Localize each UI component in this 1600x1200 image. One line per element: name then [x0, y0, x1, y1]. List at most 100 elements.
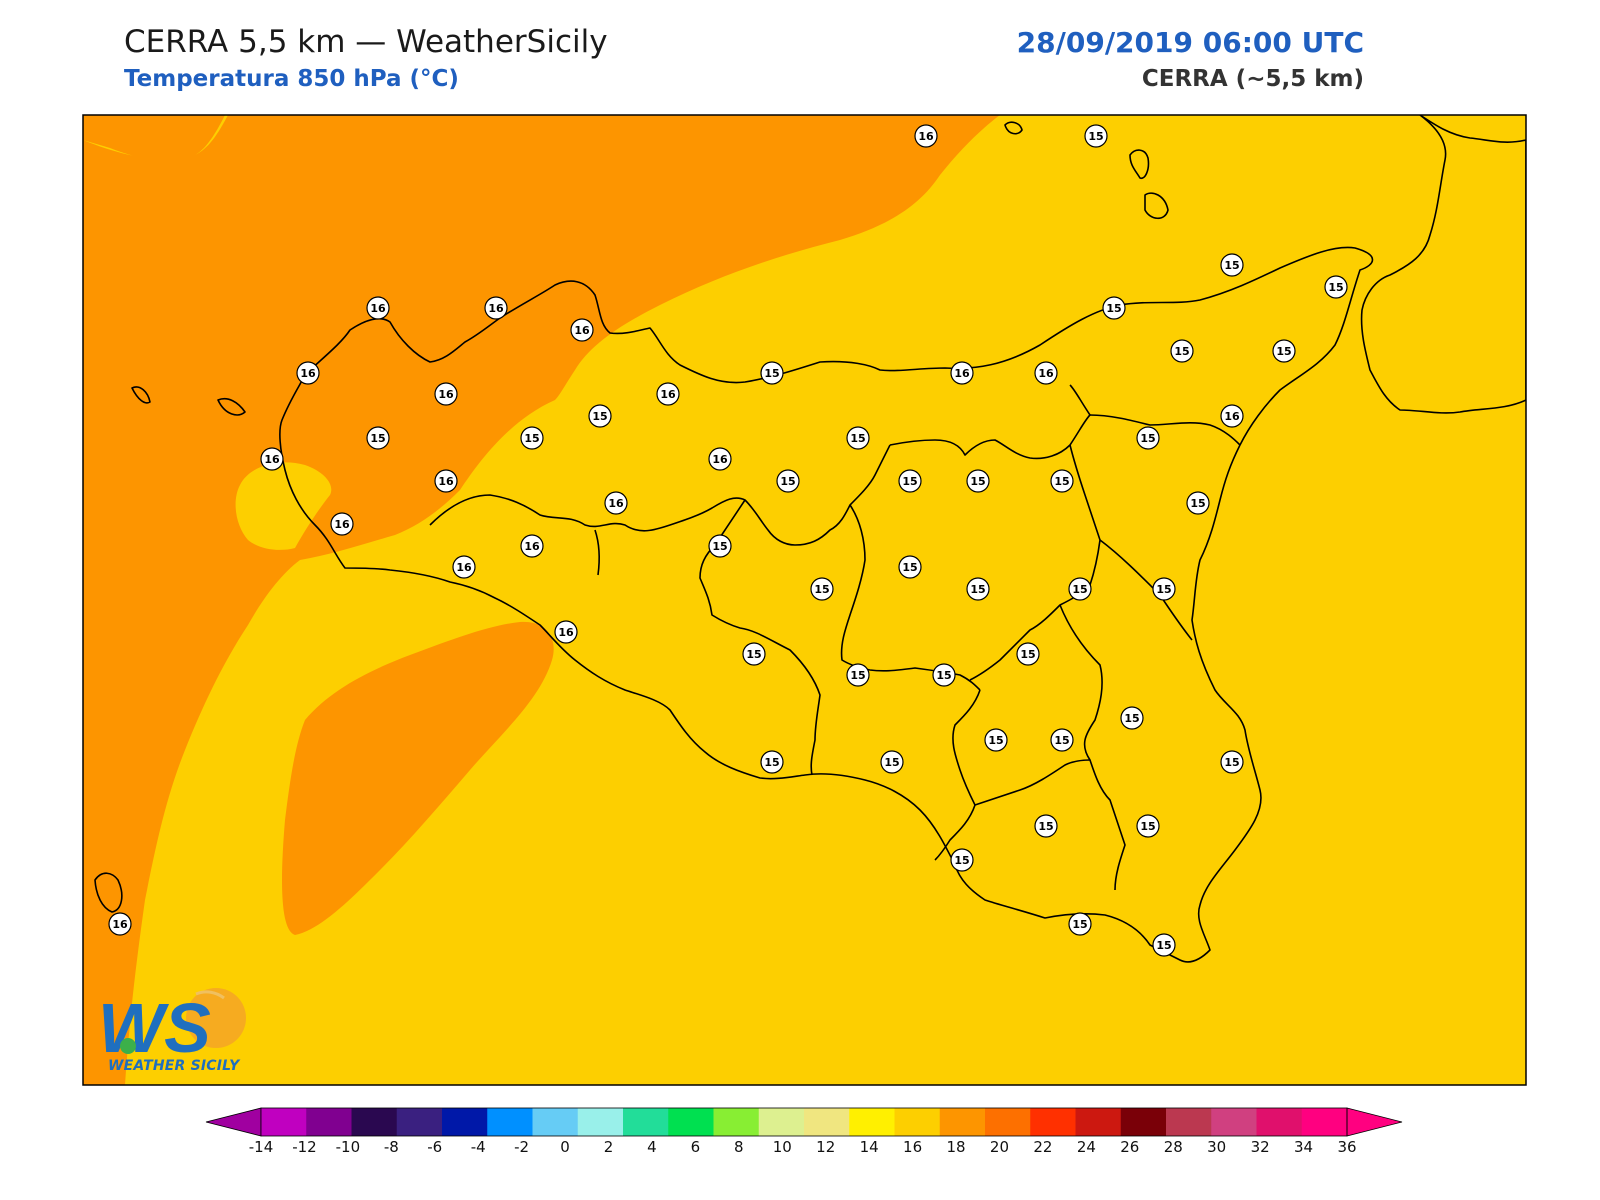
station-label: 15 — [1170, 339, 1194, 363]
station-marker — [434, 382, 458, 406]
station-value: 16 — [558, 626, 574, 639]
colorbar-segment — [261, 1108, 307, 1136]
station-value: 15 — [1174, 345, 1189, 358]
station-marker — [1324, 275, 1348, 299]
station-label: 15 — [776, 469, 800, 493]
station-label: 15 — [1034, 814, 1058, 838]
station-label: 15 — [1050, 728, 1074, 752]
station-label: 15 — [1050, 469, 1074, 493]
station-value: 16 — [660, 388, 676, 401]
colorbar-segment — [668, 1108, 714, 1136]
station-label: 15 — [1152, 933, 1176, 957]
station-label: 15 — [1220, 253, 1244, 277]
station-marker — [1186, 491, 1210, 515]
station-marker — [296, 361, 320, 385]
station-marker — [604, 491, 628, 515]
station-label: 16 — [950, 361, 974, 385]
station-marker — [366, 426, 390, 450]
colorbar-segment — [1120, 1108, 1167, 1136]
colorbar-segment — [713, 1108, 760, 1136]
station-value: 15 — [850, 669, 865, 682]
station-marker — [1034, 361, 1058, 385]
station-value: 15 — [1156, 583, 1171, 596]
station-marker — [984, 728, 1008, 752]
station-value: 15 — [954, 854, 969, 867]
logo-mark: WS — [98, 989, 211, 1067]
station-label: 15 — [984, 728, 1008, 752]
station-marker — [366, 296, 390, 320]
station-value: 15 — [1038, 820, 1053, 833]
station-marker — [1084, 124, 1108, 148]
station-label: 16 — [108, 912, 132, 936]
station-value: 15 — [1156, 939, 1171, 952]
station-label: 15 — [708, 534, 732, 558]
station-value: 15 — [884, 756, 899, 769]
station-value: 16 — [608, 497, 624, 510]
station-value: 16 — [918, 130, 934, 143]
station-marker — [570, 318, 594, 342]
colorbar-segment — [849, 1108, 895, 1136]
station-label: 15 — [966, 469, 990, 493]
station-label: 15 — [760, 361, 784, 385]
station-marker — [554, 620, 578, 644]
station-label: 16 — [434, 382, 458, 406]
station-value: 16 — [456, 561, 472, 574]
station-marker — [1034, 814, 1058, 838]
colorbar-segment — [1030, 1108, 1076, 1136]
station-marker — [1136, 814, 1160, 838]
station-marker — [1050, 469, 1074, 493]
station-label: 15 — [1152, 577, 1176, 601]
station-marker — [846, 426, 870, 450]
station-label: 16 — [708, 447, 732, 471]
station-value: 15 — [1140, 432, 1155, 445]
station-label: 16 — [604, 491, 628, 515]
station-label: 16 — [1220, 404, 1244, 428]
valid-datetime: 28/09/2019 06:00 UTC — [1016, 26, 1364, 59]
station-label: 15 — [520, 426, 544, 450]
station-value: 15 — [1276, 345, 1291, 358]
station-marker — [1220, 750, 1244, 774]
station-label: 15 — [1084, 124, 1108, 148]
station-value: 16 — [524, 540, 540, 553]
station-value: 15 — [850, 432, 865, 445]
colorbar-segment — [985, 1108, 1031, 1136]
station-value: 15 — [524, 432, 539, 445]
station-label: 16 — [1034, 361, 1058, 385]
station-label: 15 — [1120, 706, 1144, 730]
station-label: 16 — [484, 296, 508, 320]
colorbar-segment — [939, 1108, 986, 1136]
station-value: 16 — [112, 918, 128, 931]
station-marker — [966, 469, 990, 493]
station-value: 15 — [746, 648, 761, 661]
station-value: 15 — [764, 367, 779, 380]
station-label: 15 — [846, 426, 870, 450]
station-value: 15 — [780, 475, 795, 488]
station-value: 15 — [1072, 583, 1087, 596]
station-marker — [776, 469, 800, 493]
station-label: 15 — [1220, 750, 1244, 774]
station-label: 15 — [742, 642, 766, 666]
station-marker — [656, 382, 680, 406]
station-value: 15 — [902, 561, 917, 574]
station-label: 15 — [1068, 912, 1092, 936]
map-title: CERRA 5,5 km — WeatherSicily — [124, 24, 608, 60]
colorbar-segment — [623, 1108, 669, 1136]
station-marker — [810, 577, 834, 601]
station-value: 15 — [712, 540, 727, 553]
station-marker — [1272, 339, 1296, 363]
station-label: 15 — [966, 577, 990, 601]
station-marker — [950, 361, 974, 385]
station-marker — [588, 404, 612, 428]
station-marker — [1050, 728, 1074, 752]
station-marker — [520, 426, 544, 450]
station-label: 16 — [914, 124, 938, 148]
station-value: 16 — [264, 453, 280, 466]
station-label: 15 — [1102, 296, 1126, 320]
weathersicily-logo: WS — [98, 988, 246, 1067]
station-value: 16 — [712, 453, 728, 466]
station-value: 15 — [1224, 756, 1239, 769]
station-value: 15 — [1072, 918, 1087, 931]
station-value: 15 — [1054, 475, 1069, 488]
map-frame — [82, 114, 1527, 1086]
